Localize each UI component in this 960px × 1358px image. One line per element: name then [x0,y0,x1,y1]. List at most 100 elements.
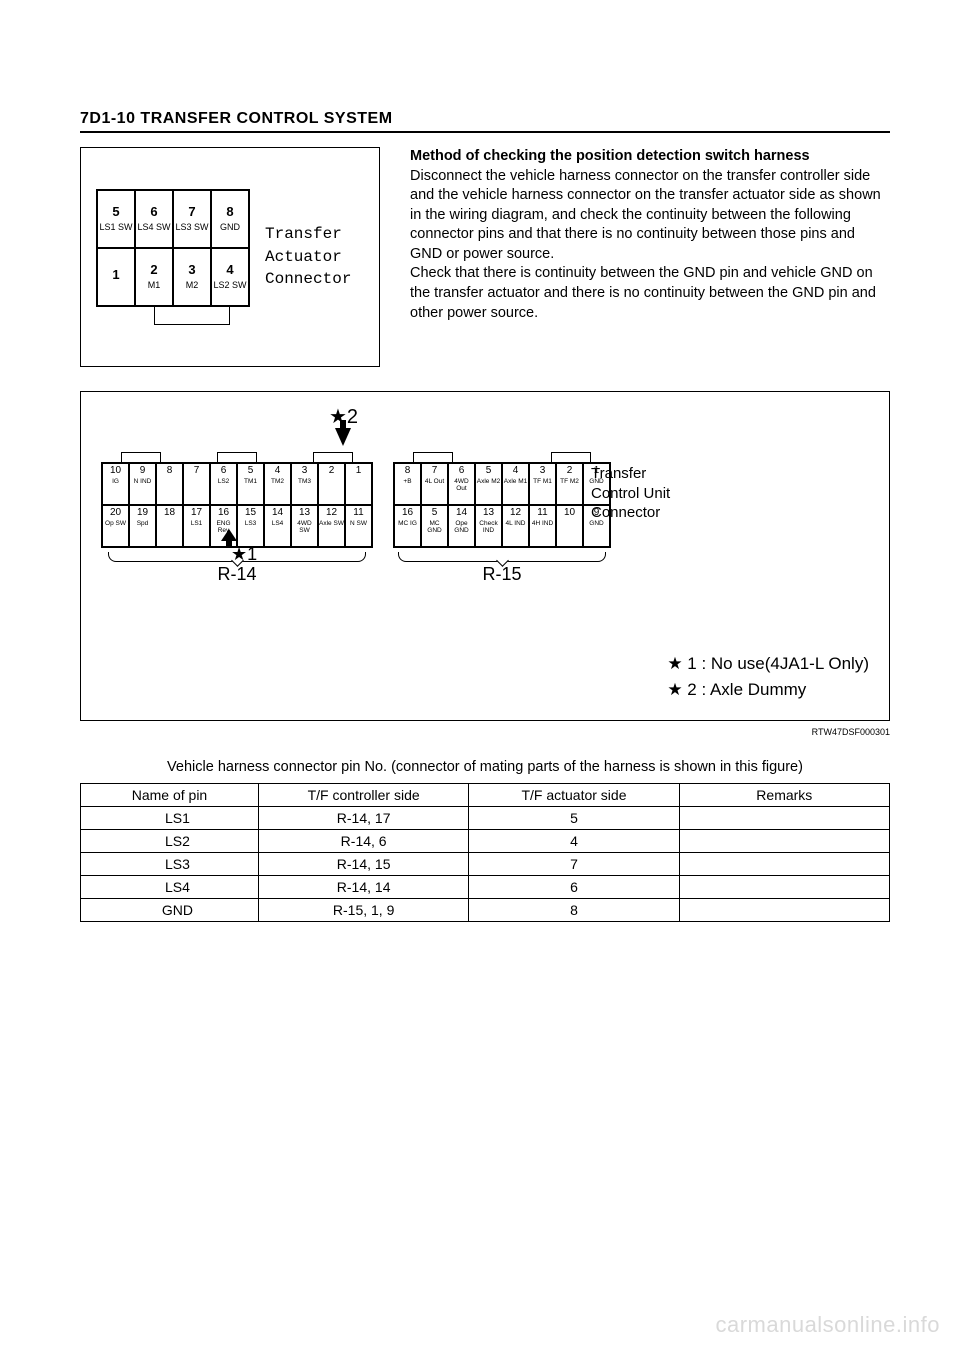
pin-table: Name of pin T/F controller side T/F actu… [80,783,890,922]
method-paragraph: Method of checking the position detectio… [410,147,890,367]
pin-cell: 114H IND [529,505,556,547]
table-row: LS3R-14, 157 [81,853,890,876]
pin-cell: 14LS4 [264,505,291,547]
table-cell: LS2 [81,830,259,853]
table-cell: R-14, 15 [258,853,468,876]
table-header-row: Name of pin T/F controller side T/F actu… [81,784,890,807]
pin-cell: 124L IND [502,505,529,547]
pin-num: 1 [112,268,119,282]
pin-cell: 12Axle SW [318,505,345,547]
table-header: Remarks [679,784,889,807]
pin-cell: 74L Out [421,463,448,505]
table-cell: 4 [469,830,679,853]
tcu-connector-diagram: ★2 10IG9N IND876LS25TM14TM23TM32120Op SW… [80,391,890,721]
page-header: 7D1-10 TRANSFER CONTROL SYSTEM [80,110,890,133]
table-cell: R-14, 17 [258,807,468,830]
pin-cell: 3TM3 [291,463,318,505]
pin-cell: 5TM1 [237,463,264,505]
table-cell: LS4 [81,876,259,899]
arrow-down-icon [335,428,351,446]
legend-1: ★ 1 : No use(4JA1-L Only) [667,651,869,677]
pin-num: 6 [150,205,157,219]
pin-cell: 10 [556,505,583,547]
pin-lbl: LS1 SW [99,223,132,233]
pin-num: 5 [112,205,119,219]
table-cell: 8 [469,899,679,922]
table-cell [679,876,889,899]
pin-cell: 8 [156,463,183,505]
table-cell [679,807,889,830]
method-body-1: Disconnect the vehicle harness connector… [410,168,881,262]
connector-r14: 10IG9N IND876LS25TM14TM23TM321 20Op SW19S… [101,452,373,585]
pin-lbl: GND [220,223,240,233]
actuator-pin-grid: 5LS1 SW 6LS4 SW 7LS3 SW 8GND 1 2M1 3M2 4… [96,189,250,307]
table-row: LS1R-14, 175 [81,807,890,830]
table-cell: 7 [469,853,679,876]
pin-num: 3 [188,263,195,277]
table-row: LS2R-14, 64 [81,830,890,853]
pin-cell: 11N SW [345,505,372,547]
table-cell: 5 [469,807,679,830]
pin-cell: 16MC IG [394,505,421,547]
pin-cell: 8+B [394,463,421,505]
legend-2: ★ 2 : Axle Dummy [667,677,869,703]
pin-cell: 15LS3 [237,505,264,547]
table-caption: Vehicle harness connector pin No. (conne… [80,759,890,775]
watermark: carmanualsonline.info [715,1312,940,1338]
pin-cell: 5MC GND [421,505,448,547]
table-header: Name of pin [81,784,259,807]
table-cell: R-15, 1, 9 [258,899,468,922]
pin-cell: 14Ope GND [448,505,475,547]
connector-r15: 8+B74L Out64WD Out5Axle M24Axle M13TF M1… [393,452,611,585]
pin-lbl: M1 [148,281,161,291]
pin-cell: 6LS2 [210,463,237,505]
label-line: Connector [265,268,351,290]
pin-cell: 13Check IND [475,505,502,547]
table-header: T/F controller side [258,784,468,807]
table-cell: GND [81,899,259,922]
pin-lbl: LS4 SW [137,223,170,233]
pin-cell: 5Axle M2 [475,463,502,505]
label-line: Transfer [265,223,351,245]
table-cell: R-14, 14 [258,876,468,899]
pin-cell: 1 [345,463,372,505]
pin-cell: 18 [156,505,183,547]
table-row: GNDR-15, 1, 98 [81,899,890,922]
pin-cell: 2TF M2 [556,463,583,505]
star-1-marker: ★1 [231,544,257,565]
pin-cell: 4TM2 [264,463,291,505]
pin-cell: 19Spd [129,505,156,547]
curly-brace-icon [398,552,605,562]
pin-cell: 3TF M1 [529,463,556,505]
tcu-label: Transfer Control Unit Connector [591,464,670,523]
pin-cell: 9N IND [129,463,156,505]
pin-cell: 10IG [102,463,129,505]
pin-cell: 4Axle M1 [502,463,529,505]
connector-tab [154,307,230,325]
pin-lbl: LS3 SW [175,223,208,233]
table-cell [679,899,889,922]
pin-cell: 2 [318,463,345,505]
table-cell: R-14, 6 [258,830,468,853]
table-cell [679,853,889,876]
diagram-code: RTW47DSF000301 [80,727,890,737]
pin-cell: 7 [183,463,210,505]
pin-cell: 20Op SW [102,505,129,547]
pin-num: 4 [226,263,233,277]
pin-lbl: LS2 SW [213,281,246,291]
star-legend: ★ 1 : No use(4JA1-L Only) ★ 2 : Axle Dum… [667,651,869,702]
header-text: 7D1-10 TRANSFER CONTROL SYSTEM [80,110,393,127]
pin-lbl: M2 [186,281,199,291]
table-cell: LS1 [81,807,259,830]
label-line: Actuator [265,246,351,268]
actuator-connector-diagram: 5LS1 SW 6LS4 SW 7LS3 SW 8GND 1 2M1 3M2 4… [80,147,380,367]
table-header: T/F actuator side [469,784,679,807]
pin-cell: 64WD Out [448,463,475,505]
table-cell [679,830,889,853]
table-cell: LS3 [81,853,259,876]
method-title: Method of checking the position detectio… [410,148,810,164]
method-body-2: Check that there is continuity between t… [410,265,876,320]
pin-num: 7 [188,205,195,219]
actuator-label: Transfer Actuator Connector [265,223,351,290]
table-cell: 6 [469,876,679,899]
